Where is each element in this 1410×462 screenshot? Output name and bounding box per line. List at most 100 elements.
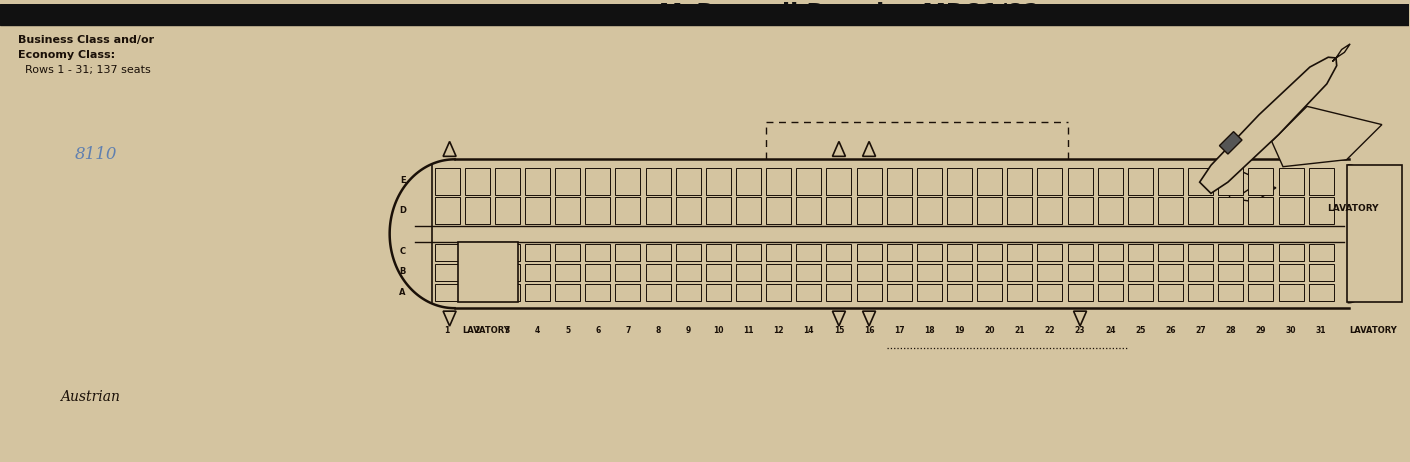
Text: 22: 22	[1045, 326, 1055, 334]
Bar	[797, 244, 821, 261]
Bar	[1007, 264, 1032, 281]
Bar	[556, 264, 580, 281]
Bar	[646, 264, 671, 281]
Bar	[615, 284, 640, 301]
Bar	[766, 264, 791, 281]
Bar	[1128, 264, 1153, 281]
Bar	[856, 197, 881, 224]
Bar	[856, 168, 881, 195]
Bar	[1067, 244, 1093, 261]
Text: 3: 3	[505, 326, 510, 334]
Bar	[977, 264, 1003, 281]
Bar	[1098, 197, 1122, 224]
Bar	[615, 264, 640, 281]
Bar	[948, 244, 971, 261]
Bar	[736, 244, 761, 261]
Bar	[916, 264, 942, 281]
Text: 31: 31	[1316, 326, 1327, 334]
Bar	[1248, 168, 1273, 195]
Bar	[706, 168, 730, 195]
Polygon shape	[1332, 44, 1351, 61]
Bar	[948, 168, 971, 195]
Bar	[465, 244, 489, 261]
Bar	[916, 244, 942, 261]
Bar	[887, 284, 912, 301]
Bar	[1098, 244, 1122, 261]
Bar	[1158, 168, 1183, 195]
Bar	[1098, 284, 1122, 301]
Bar	[1128, 244, 1153, 261]
Text: 21: 21	[1015, 326, 1025, 334]
Bar	[977, 168, 1003, 195]
Bar	[736, 264, 761, 281]
Bar	[1038, 244, 1062, 261]
Bar	[525, 168, 550, 195]
Bar	[458, 242, 517, 302]
Bar	[1067, 264, 1093, 281]
Bar	[434, 264, 460, 281]
Bar	[434, 284, 460, 301]
Bar	[495, 264, 520, 281]
Bar	[948, 284, 971, 301]
Bar	[1279, 197, 1304, 224]
Bar	[797, 264, 821, 281]
Bar	[948, 264, 971, 281]
Bar	[465, 168, 489, 195]
Bar	[1248, 244, 1273, 261]
Bar	[856, 284, 881, 301]
Bar	[1279, 168, 1304, 195]
Bar	[1347, 165, 1402, 302]
Bar	[797, 197, 821, 224]
Polygon shape	[1225, 172, 1276, 202]
Bar	[1308, 244, 1334, 261]
Text: 12: 12	[774, 326, 784, 334]
Bar	[736, 168, 761, 195]
Bar	[1067, 284, 1093, 301]
Text: Austrian: Austrian	[61, 390, 120, 405]
Polygon shape	[1220, 169, 1262, 195]
Bar	[585, 244, 611, 261]
Bar	[495, 244, 520, 261]
Text: LAVATORY: LAVATORY	[462, 326, 510, 334]
Text: M80: M80	[18, 5, 61, 23]
Bar	[525, 284, 550, 301]
Bar	[434, 244, 460, 261]
Bar	[465, 264, 489, 281]
Text: 28: 28	[1225, 326, 1237, 334]
Bar	[0, 4, 1409, 25]
Text: Rows 1 - 31; 137 seats: Rows 1 - 31; 137 seats	[18, 65, 151, 75]
Text: 16: 16	[864, 326, 874, 334]
Bar	[1248, 197, 1273, 224]
Bar	[1248, 284, 1273, 301]
Bar	[766, 168, 791, 195]
Bar	[1128, 197, 1153, 224]
Bar	[1038, 284, 1062, 301]
Text: 8: 8	[656, 326, 661, 334]
Text: LAVATORY: LAVATORY	[1349, 326, 1396, 334]
Bar	[1038, 197, 1062, 224]
Bar	[556, 284, 580, 301]
Bar	[1189, 197, 1213, 224]
Bar	[1308, 197, 1334, 224]
Text: 2: 2	[475, 326, 479, 334]
Bar	[1218, 264, 1244, 281]
Text: 26: 26	[1165, 326, 1176, 334]
Bar	[585, 284, 611, 301]
Bar	[434, 168, 460, 195]
Bar	[977, 244, 1003, 261]
Bar	[1218, 244, 1244, 261]
Bar	[826, 197, 852, 224]
Bar	[766, 244, 791, 261]
Text: 27: 27	[1196, 326, 1206, 334]
Text: 18: 18	[924, 326, 935, 334]
Bar	[826, 244, 852, 261]
Bar	[766, 197, 791, 224]
Bar	[887, 197, 912, 224]
Polygon shape	[1220, 132, 1242, 154]
Text: 25: 25	[1135, 326, 1145, 334]
Text: 17: 17	[894, 326, 905, 334]
Text: 4: 4	[534, 326, 540, 334]
Bar	[646, 197, 671, 224]
Bar	[766, 284, 791, 301]
Polygon shape	[1200, 57, 1337, 194]
